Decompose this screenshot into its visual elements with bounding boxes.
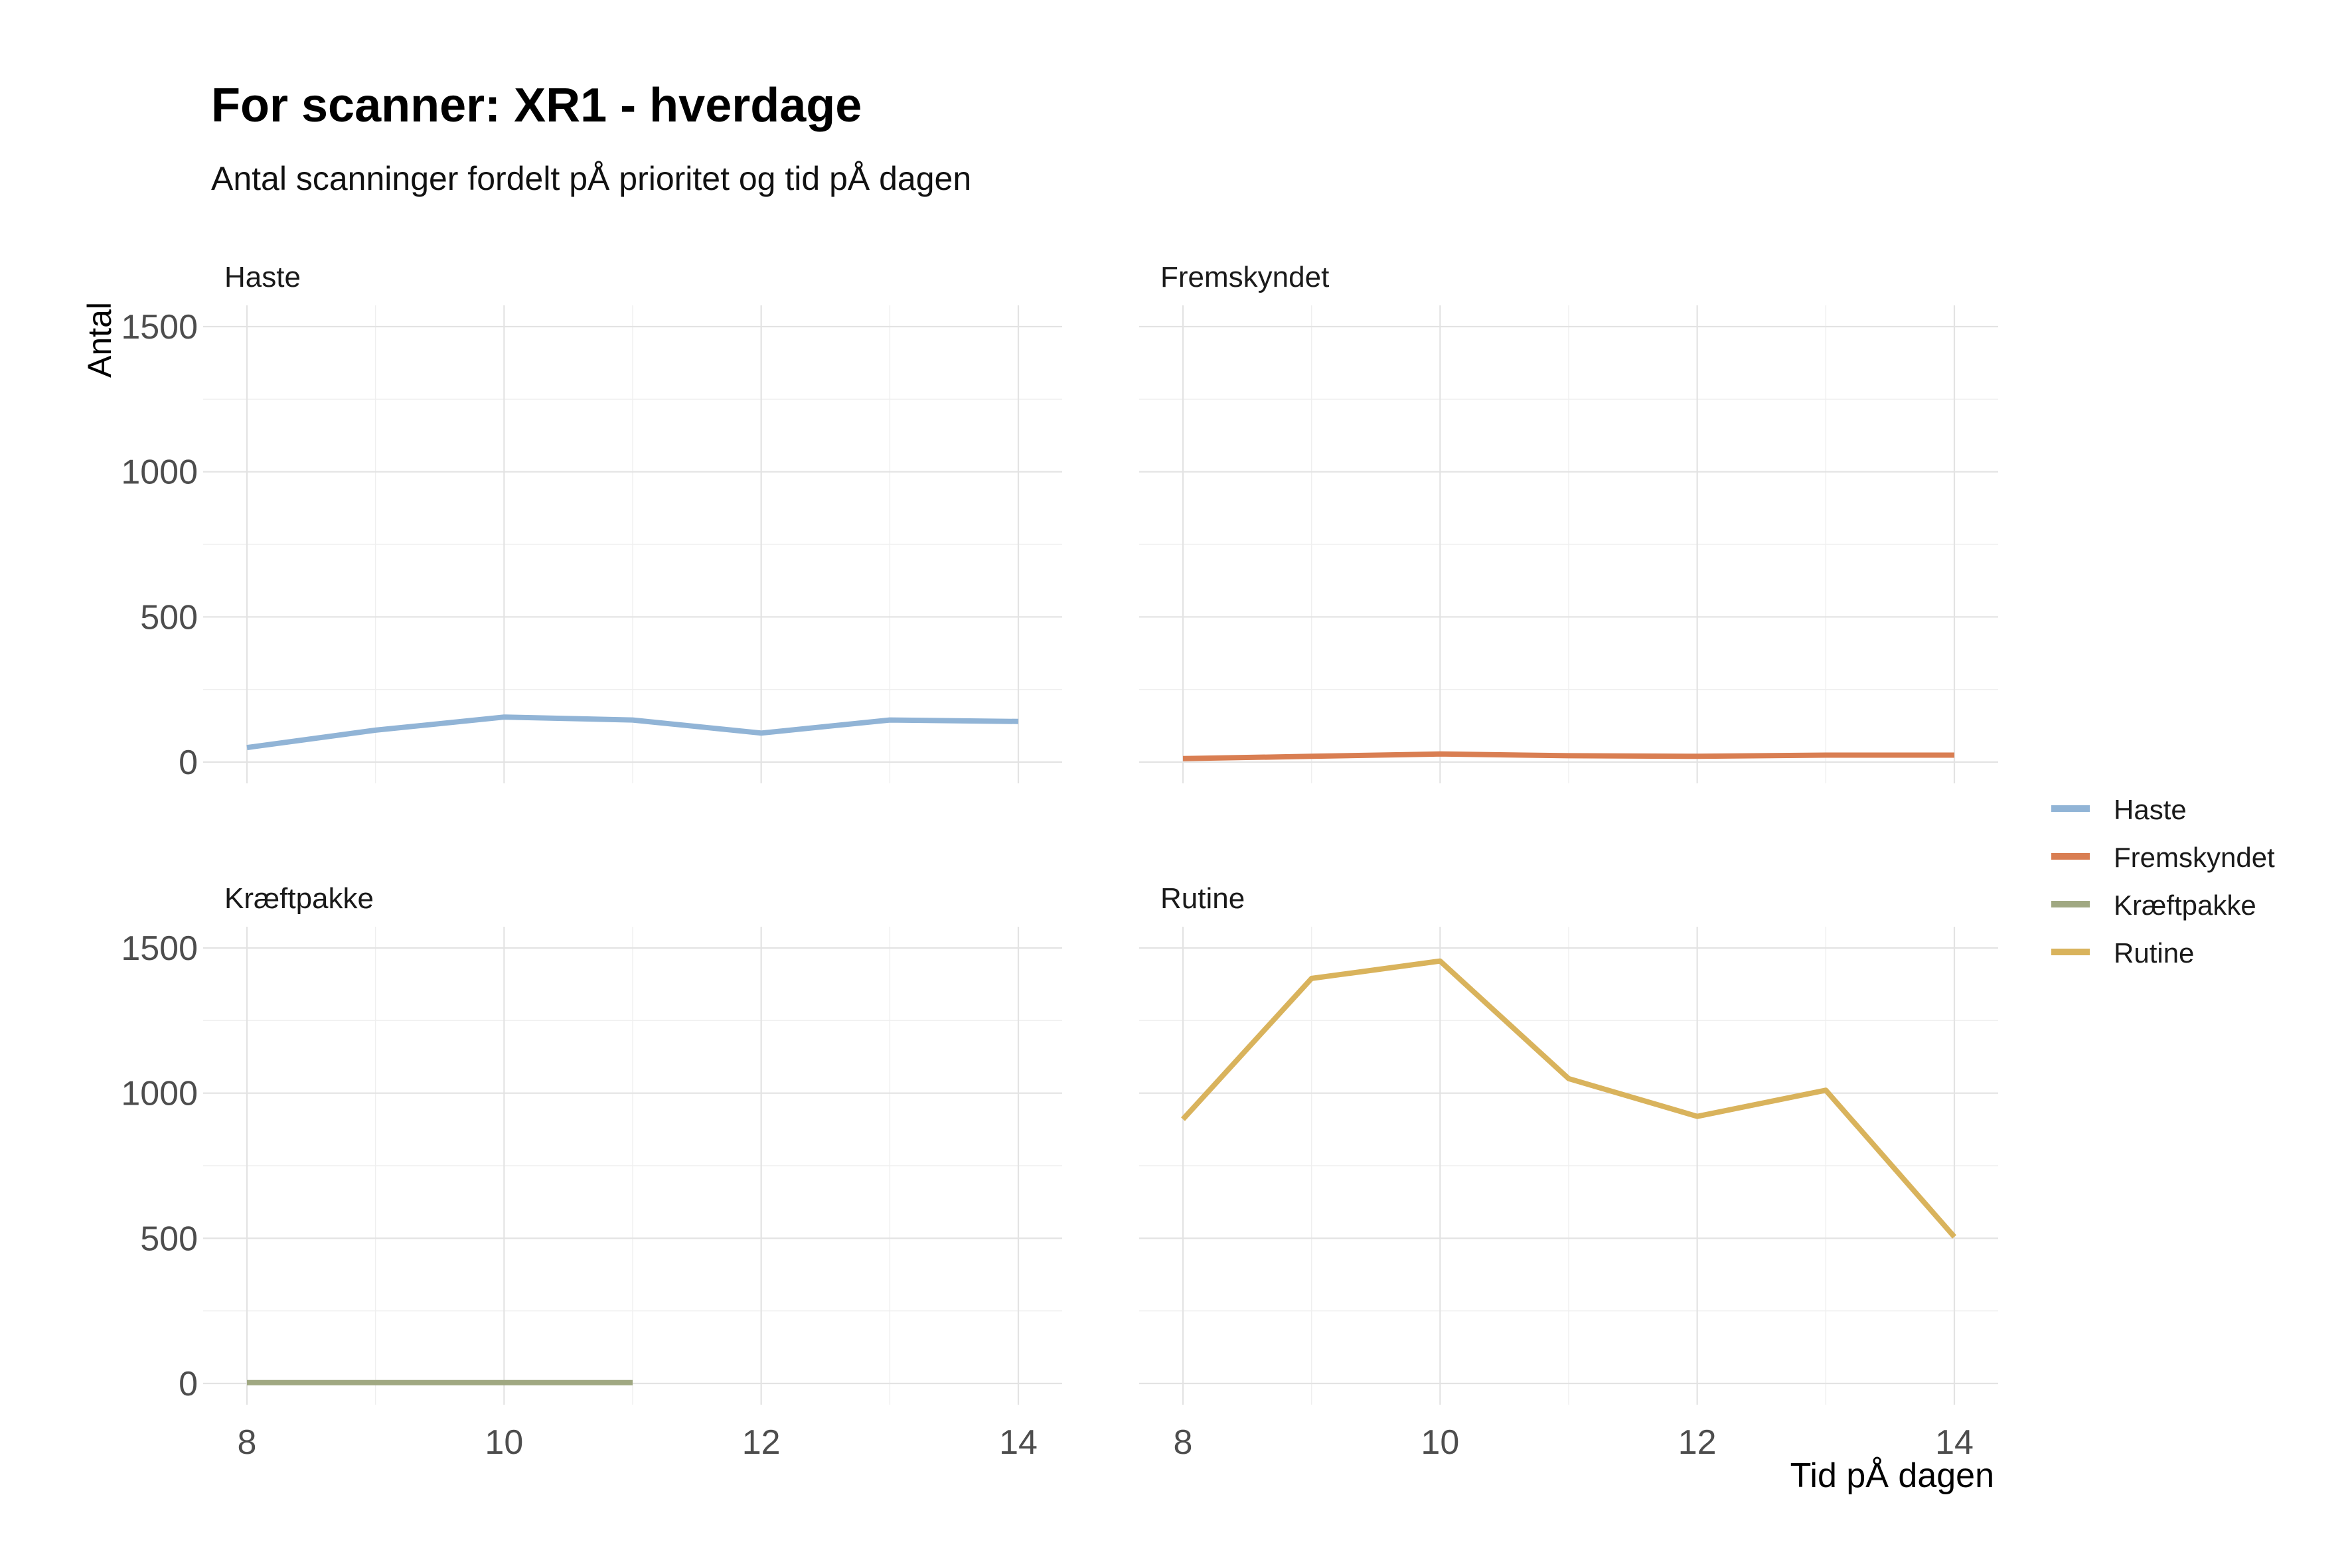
facet-strip-label: Rutine (1160, 882, 1245, 915)
x-tick-label: 12 (1678, 1423, 1717, 1462)
y-tick-label: 0 (179, 1365, 198, 1403)
series-line (1181, 958, 1957, 1239)
y-tick-label: 500 (140, 1219, 198, 1258)
x-tick-label: 8 (1174, 1423, 1193, 1462)
chart-subtitle: Antal scanninger fordelt pÅ prioritet og… (211, 160, 971, 197)
y-axis-title: Antal (81, 302, 118, 378)
y-tick-label: 1000 (121, 1075, 198, 1113)
x-tick-label: 10 (485, 1423, 523, 1462)
y-tick-label: 1000 (121, 453, 198, 492)
facet-panels: Haste 0 500 1000 1500 Fremskyndet Kræftpakke 0 5… (121, 261, 1998, 1462)
series-line (1182, 751, 1954, 761)
facet-panel: Rutine 8 10 12 14 (1139, 882, 1998, 1462)
x-axis-title: Tid pÅ dagen (1790, 1456, 1994, 1495)
y-tick-label: 500 (140, 598, 198, 637)
y-tick-label: 1500 (121, 929, 198, 968)
facet-strip-label: Fremskyndet (1160, 261, 1329, 293)
x-tick-label: 12 (742, 1423, 781, 1462)
chart-title: For scanner: XR1 - hverdage (211, 79, 862, 132)
x-tick-label: 10 (1421, 1423, 1459, 1462)
legend-label: Rutine (2114, 937, 2194, 969)
legend-label: Haste (2114, 794, 2187, 825)
legend-label: Kræftpakke (2114, 890, 2256, 921)
facet-panel: Haste 0 500 1000 1500 (121, 261, 1062, 783)
x-tick-label: 14 (999, 1423, 1038, 1462)
legend: Haste Fremskyndet Kræftpakke Rutine (2051, 794, 2275, 969)
y-tick-label: 0 (179, 744, 198, 782)
facet-panel: Kræftpakke 0 500 1000 1500 8 10 12 14 (121, 882, 1062, 1462)
legend-label: Fremskyndet (2114, 842, 2275, 873)
x-tick-label: 14 (1935, 1423, 1974, 1462)
facet-panel: Fremskyndet (1139, 261, 1998, 783)
series-line (246, 714, 1019, 751)
x-tick-label: 8 (238, 1423, 257, 1462)
y-tick-label: 1500 (121, 308, 198, 347)
facet-strip-label: Kræftpakke (224, 882, 374, 915)
facet-strip-label: Haste (224, 261, 301, 293)
